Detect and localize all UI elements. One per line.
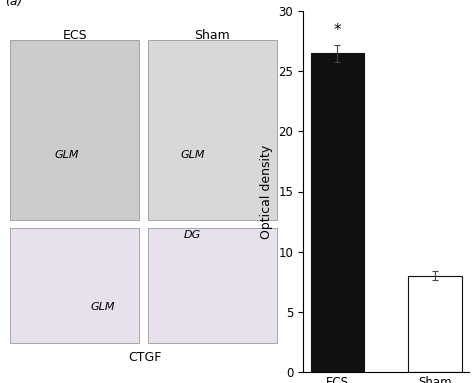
Text: *: * [334, 23, 341, 38]
FancyBboxPatch shape [148, 40, 277, 220]
Text: Sham: Sham [194, 29, 230, 43]
FancyBboxPatch shape [10, 228, 139, 343]
Text: (a): (a) [5, 0, 22, 8]
Text: GLM: GLM [91, 302, 115, 312]
Text: CTGF: CTGF [128, 351, 162, 364]
FancyBboxPatch shape [10, 40, 139, 220]
Y-axis label: Optical density: Optical density [260, 144, 273, 239]
Bar [310, 54, 364, 372]
FancyBboxPatch shape [148, 228, 277, 343]
Text: GLM: GLM [181, 151, 205, 160]
Text: ECS: ECS [63, 29, 87, 43]
Text: DG: DG [184, 230, 201, 240]
Bar [408, 275, 462, 372]
Text: GLM: GLM [54, 151, 79, 160]
